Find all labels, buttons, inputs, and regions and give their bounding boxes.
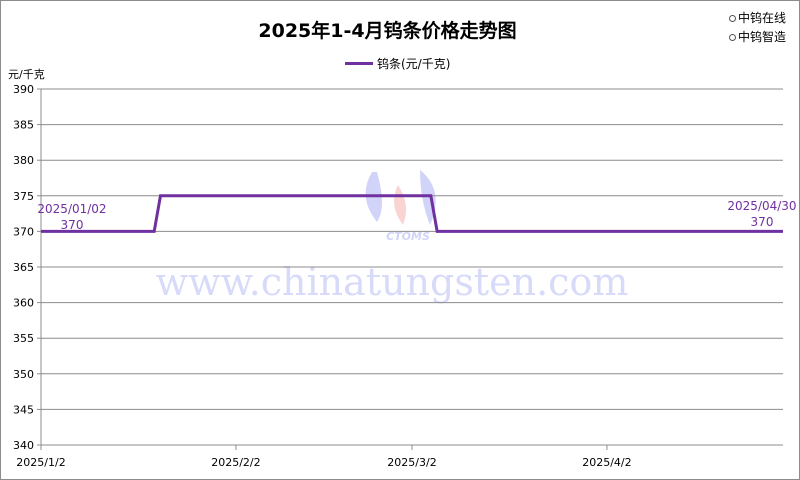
brand-line-2: 中钨智造 — [728, 28, 786, 45]
y-tick-label: 385 — [13, 119, 34, 132]
legend-label: 钨条(元/千克) — [377, 57, 451, 71]
x-tick-label: 2025/4/2 — [582, 456, 631, 469]
x-tick-label: 2025/2/2 — [211, 456, 260, 469]
legend: 钨条(元/千克) — [345, 55, 450, 72]
watermark-logo-text: CTOMS — [386, 230, 430, 243]
y-tick-label: 360 — [13, 297, 34, 310]
annotation-value-start: 370 — [61, 218, 84, 232]
y-axis-label: 元/千克 — [8, 68, 45, 81]
y-tick-label: 370 — [13, 225, 34, 238]
y-tick-label: 365 — [13, 261, 34, 274]
watermark-logo-right — [420, 170, 436, 225]
y-tick-label: 355 — [13, 332, 34, 345]
y-tick-label: 375 — [13, 190, 34, 203]
brand-text-2: 中钨智造 — [737, 30, 786, 44]
series-line — [41, 194, 783, 233]
chart-title: 2025年1-4月钨条价格走势图 — [258, 20, 517, 42]
copyright-icon — [728, 15, 736, 22]
annotation-date-start: 2025/01/02 — [37, 202, 106, 216]
brand-text-1: 中钨在线 — [737, 11, 786, 25]
y-tick-label: 390 — [13, 83, 34, 96]
y-tick-label: 345 — [13, 403, 34, 416]
x-tick-label: 2025/3/2 — [387, 456, 436, 469]
copyright-icon — [728, 34, 736, 41]
brand-line-1: 中钨在线 — [728, 9, 786, 26]
annotation-value-end: 370 — [751, 215, 774, 229]
y-tick-label: 380 — [13, 154, 34, 167]
legend-swatch — [345, 62, 373, 65]
annotation-date-end: 2025/04/30 — [727, 199, 796, 213]
y-tick-label: 340 — [13, 439, 34, 452]
x-tick-label: 2025/1/2 — [16, 456, 65, 469]
y-tick-label: 350 — [13, 368, 34, 381]
watermark-logo-flame — [394, 185, 407, 225]
watermark: CTOMS www.chinatungsten.com — [156, 170, 628, 304]
